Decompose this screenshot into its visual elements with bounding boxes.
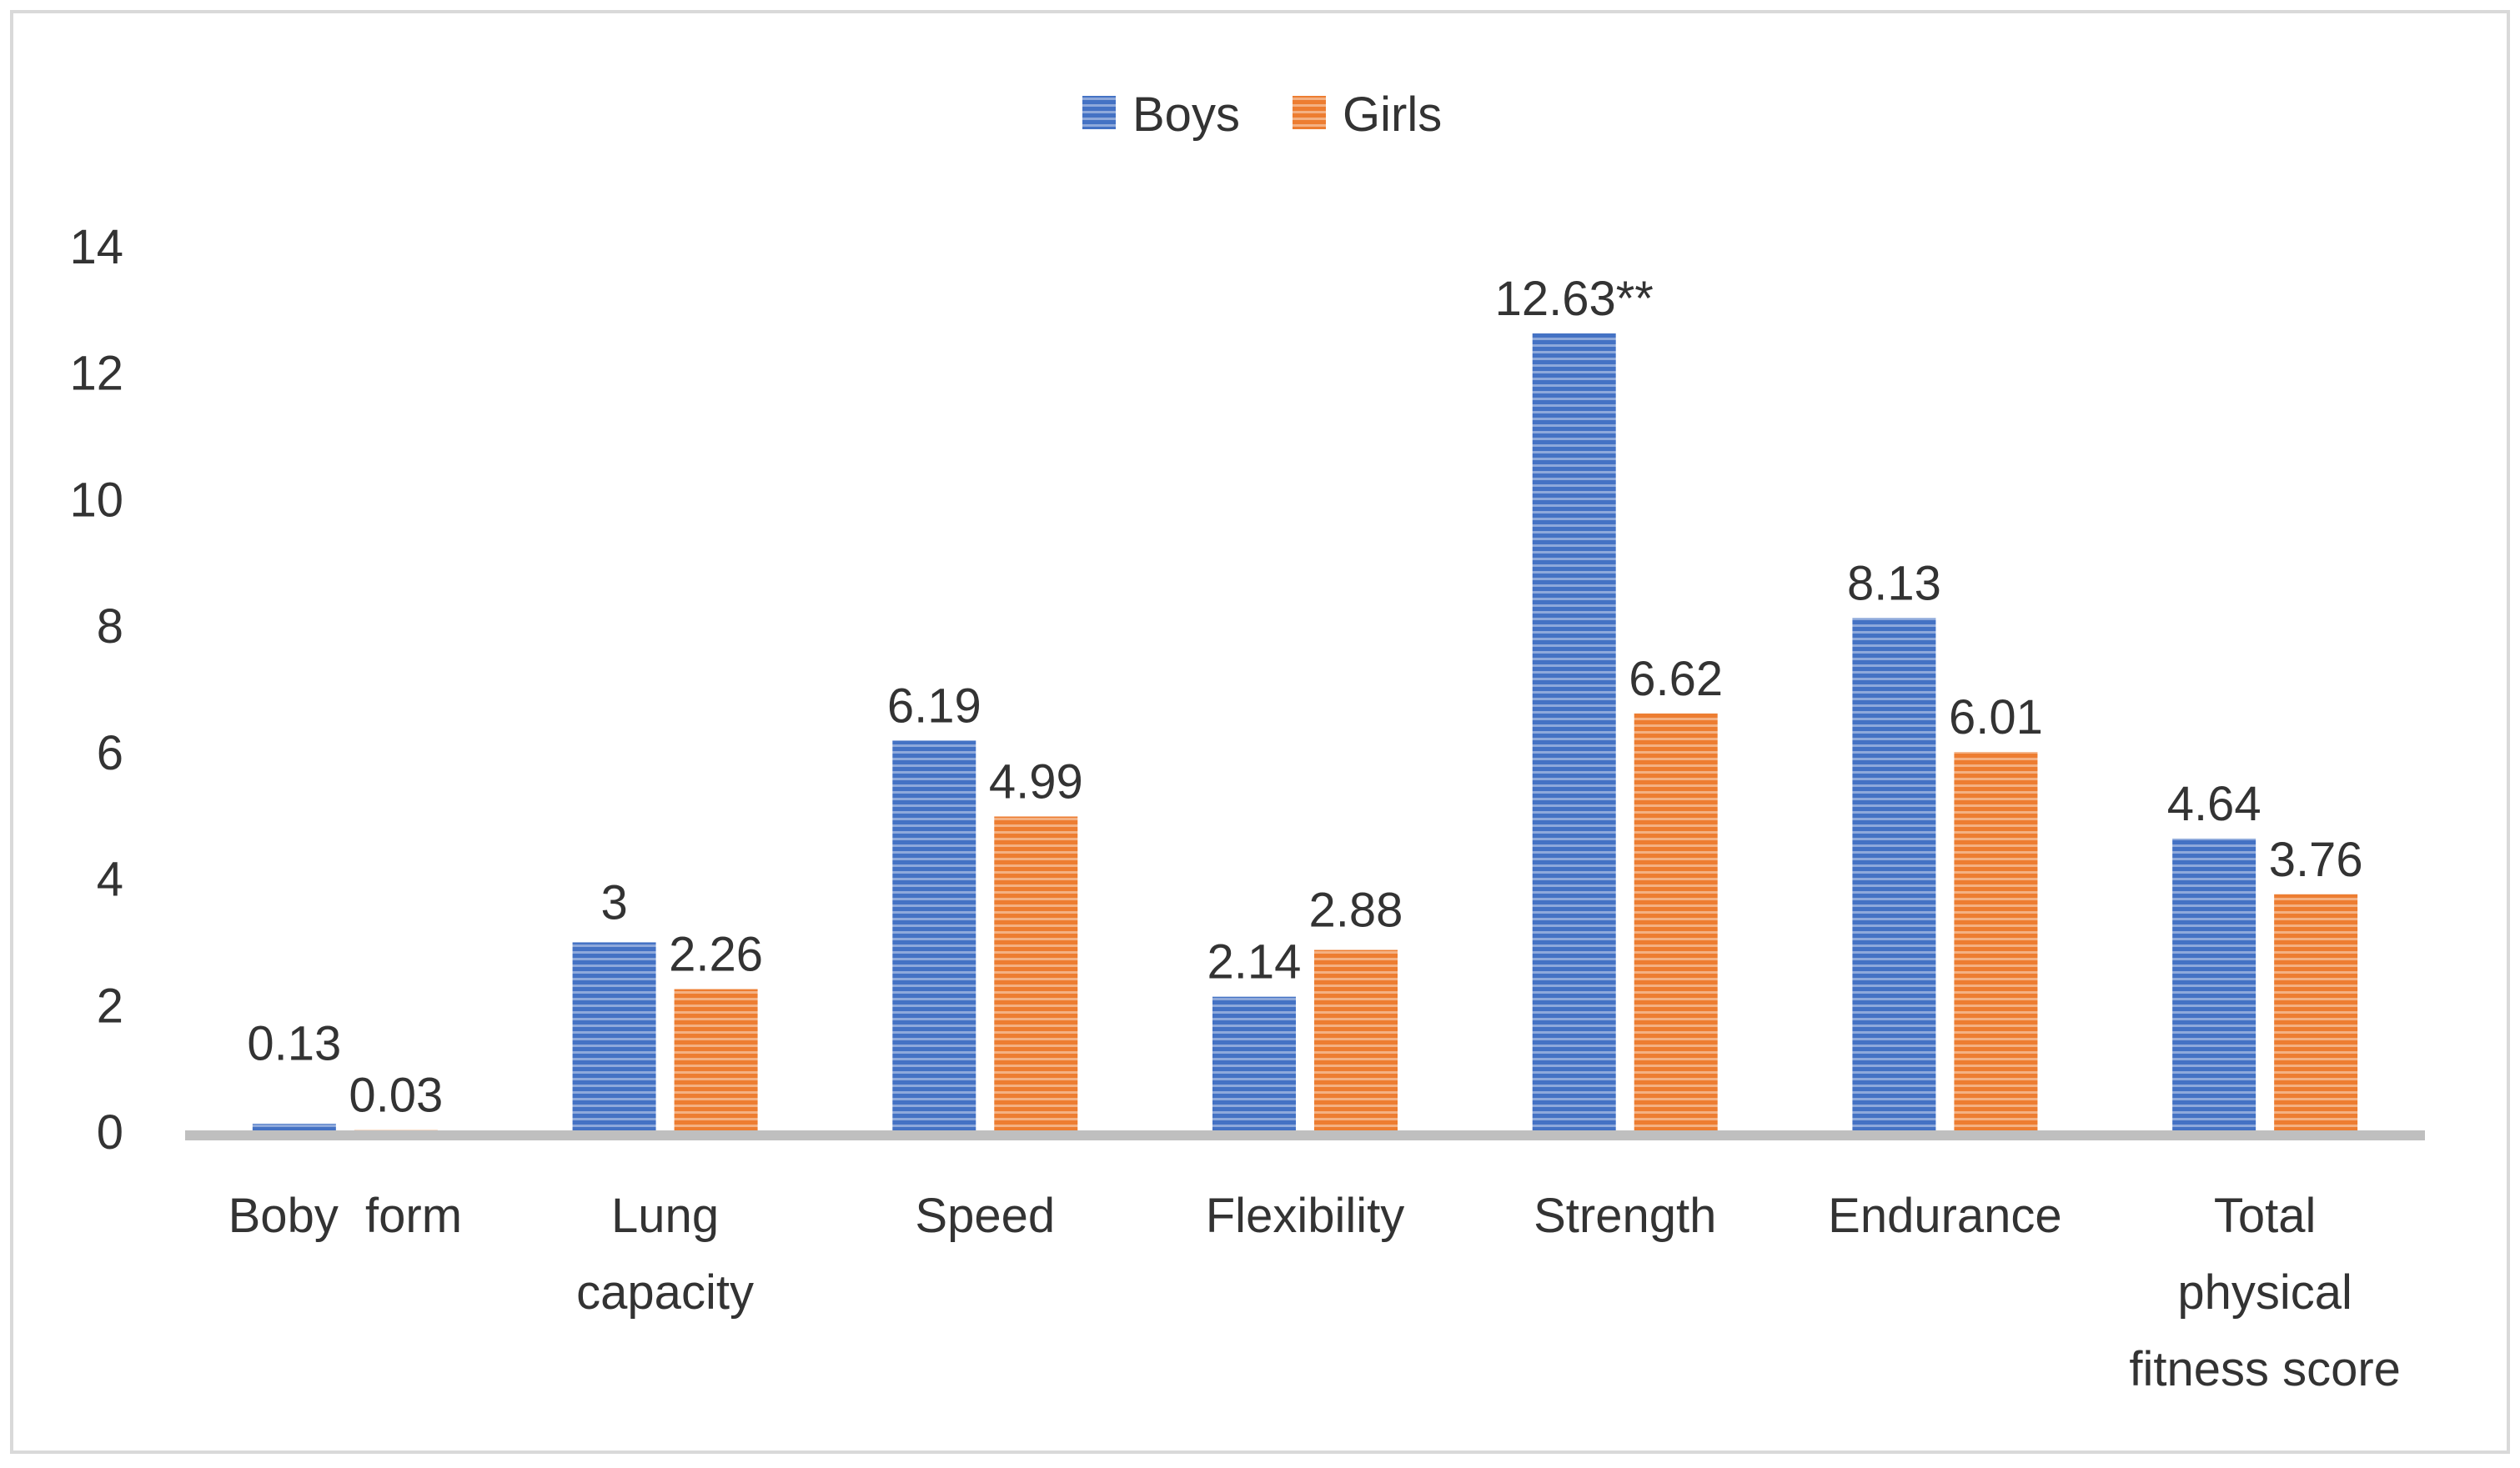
y-tick-label: 10 — [69, 473, 123, 527]
legend-label-boys: Boys — [1132, 88, 1240, 142]
bar-boys-3 — [1212, 996, 1296, 1132]
bar-boys-1 — [572, 942, 656, 1132]
y-tick-label: 8 — [97, 599, 123, 654]
y-tick-label: 0 — [97, 1105, 123, 1160]
bar-girls-4 — [1634, 713, 1718, 1132]
bar-boys-2 — [892, 740, 976, 1132]
y-tick-label: 12 — [69, 347, 123, 401]
x-tick-label-line: Endurance — [1828, 1189, 2062, 1243]
x-tick-label-line: Lung — [611, 1189, 719, 1243]
bars — [252, 333, 2358, 1132]
bar-boys-0 — [252, 1124, 336, 1132]
bar-boys-4 — [1532, 333, 1616, 1132]
y-axis: 0 2 4 6 8 10 12 14 — [69, 220, 123, 1160]
data-label-girls-6: 3.76 — [2269, 833, 2363, 887]
data-label-boys-1: 3 — [600, 876, 627, 930]
data-label-girls-0: 0.03 — [349, 1069, 443, 1123]
y-tick-label: 4 — [97, 853, 123, 907]
legend: Boys Girls — [1082, 88, 1442, 142]
bar-girls-6 — [2274, 894, 2358, 1132]
bar-girls-5 — [1954, 752, 2038, 1132]
legend-swatch-girls — [1293, 96, 1326, 129]
data-label-boys-3: 2.14 — [1207, 935, 1302, 990]
bar-girls-2 — [994, 816, 1078, 1132]
x-tick-label-line: fitness score — [2129, 1342, 2401, 1396]
bar-girls-3 — [1314, 949, 1398, 1132]
legend-swatch-boys — [1082, 96, 1116, 129]
data-label-boys-0: 0.13 — [247, 1017, 341, 1071]
y-tick-label: 6 — [97, 726, 123, 780]
x-tick-label-line: Speed — [915, 1189, 1055, 1243]
x-tick-label-1: Lung capacity — [576, 1189, 754, 1320]
x-tick-label-line: physical — [2177, 1265, 2352, 1320]
data-label-boys-2: 6.19 — [887, 679, 981, 733]
x-tick-label-5: Endurance — [1828, 1189, 2062, 1243]
y-tick-label: 2 — [97, 979, 123, 1033]
data-label-boys-6: 4.64 — [2167, 777, 2261, 831]
data-label-girls-3: 2.88 — [1309, 884, 1403, 938]
data-label-boys-4: 12.63** — [1495, 272, 1654, 326]
x-tick-label-0: Boby form — [228, 1189, 462, 1243]
data-label-girls-1: 2.26 — [669, 928, 763, 982]
legend-label-girls: Girls — [1343, 88, 1442, 142]
data-label-girls-2: 4.99 — [989, 754, 1083, 809]
data-label-girls-4: 6.62 — [1629, 652, 1723, 706]
data-label-girls-5: 6.01 — [1949, 690, 2043, 744]
x-tick-label-line: Flexibility — [1206, 1189, 1405, 1243]
x-tick-label-line: Strength — [1534, 1189, 1716, 1243]
x-axis: Boby form Lung capacity Speed Flexibility Str… — [185, 1130, 2425, 1396]
bar-boys-6 — [2172, 839, 2256, 1132]
x-tick-label-6: Total physical fitness score — [2129, 1189, 2401, 1396]
x-tick-label-line: Boby form — [228, 1189, 462, 1243]
x-tick-label-line: Total — [2214, 1189, 2317, 1243]
x-tick-label-4: Strength — [1534, 1189, 1716, 1243]
bar-girls-1 — [674, 989, 758, 1132]
chart-border — [10, 10, 2510, 1454]
x-tick-label-2: Speed — [915, 1189, 1055, 1243]
x-tick-label-3: Flexibility — [1206, 1189, 1405, 1243]
y-tick-label: 14 — [69, 220, 123, 274]
data-label-boys-5: 8.13 — [1847, 556, 1941, 610]
bar-boys-5 — [1852, 618, 1936, 1132]
data-labels: 0.130.03 3 2.26 6.194.99 2.142.88 12.63** 6.62… — [247, 272, 2362, 1123]
x-tick-label-line: capacity — [576, 1265, 754, 1320]
